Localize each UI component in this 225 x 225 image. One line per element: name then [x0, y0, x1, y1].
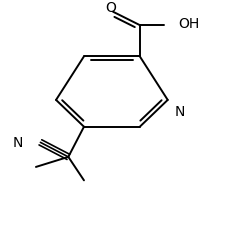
Text: OH: OH	[177, 17, 198, 31]
Text: N: N	[13, 136, 23, 150]
Text: O: O	[105, 1, 116, 15]
Text: N: N	[174, 105, 184, 119]
